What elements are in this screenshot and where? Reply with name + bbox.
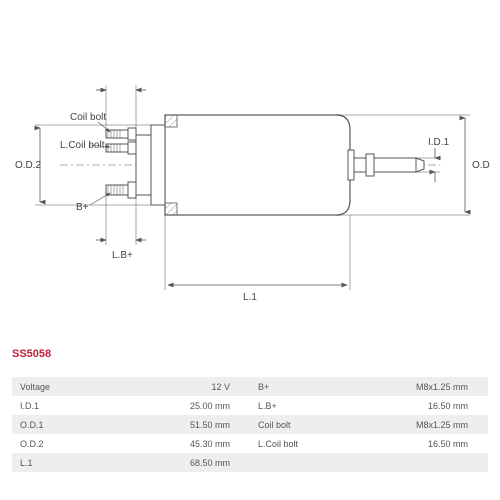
table-row: I.D.1 25.00 mm L.B+ 16.50 mm	[12, 396, 488, 415]
table-row: O.D.1 51.50 mm Coil bolt M8x1.25 mm	[12, 415, 488, 434]
spec-table: Voltage 12 V B+ M8x1.25 mm I.D.1 25.00 m…	[12, 377, 488, 472]
label-lcoilbolt: L.Coil bolt	[60, 140, 105, 151]
label-od1: O.D.1	[472, 160, 490, 171]
label-bplus: B+	[76, 202, 89, 213]
spec-label: L.Coil bolt	[250, 434, 325, 453]
spec-value	[325, 453, 488, 472]
spec-label: L.1	[12, 453, 87, 472]
label-coilbolt: Coil bolt	[70, 112, 106, 123]
spec-label: L.B+	[250, 396, 325, 415]
spec-label: O.D.1	[12, 415, 87, 434]
spec-label	[250, 453, 325, 472]
spec-value: M8x1.25 mm	[325, 415, 488, 434]
spec-label: Voltage	[12, 377, 87, 396]
spec-value: 51.50 mm	[87, 415, 250, 434]
spec-value: 16.50 mm	[325, 396, 488, 415]
label-id1: I.D.1	[428, 137, 450, 148]
spec-value: 68.50 mm	[87, 453, 250, 472]
spec-value: 12 V	[87, 377, 250, 396]
label-l1: L.1	[243, 292, 257, 303]
spec-label: Coil bolt	[250, 415, 325, 434]
spec-value: 45.30 mm	[87, 434, 250, 453]
part-number: SS5058	[12, 348, 51, 360]
spec-value: M8x1.25 mm	[325, 377, 488, 396]
label-lbplus: L.B+	[112, 250, 133, 261]
spec-label: B+	[250, 377, 325, 396]
table-row: O.D.2 45.30 mm L.Coil bolt 16.50 mm	[12, 434, 488, 453]
spec-value: 16.50 mm	[325, 434, 488, 453]
label-od2: O.D.2	[15, 160, 42, 171]
table-row: Voltage 12 V B+ M8x1.25 mm	[12, 377, 488, 396]
solenoid-diagram: O.D.2 O.D.1 I.D.1 L.1 L.B+ B+ Coil bolt	[10, 10, 490, 340]
table-row: L.1 68.50 mm	[12, 453, 488, 472]
spec-value: 25.00 mm	[87, 396, 250, 415]
spec-label: I.D.1	[12, 396, 87, 415]
spec-label: O.D.2	[12, 434, 87, 453]
